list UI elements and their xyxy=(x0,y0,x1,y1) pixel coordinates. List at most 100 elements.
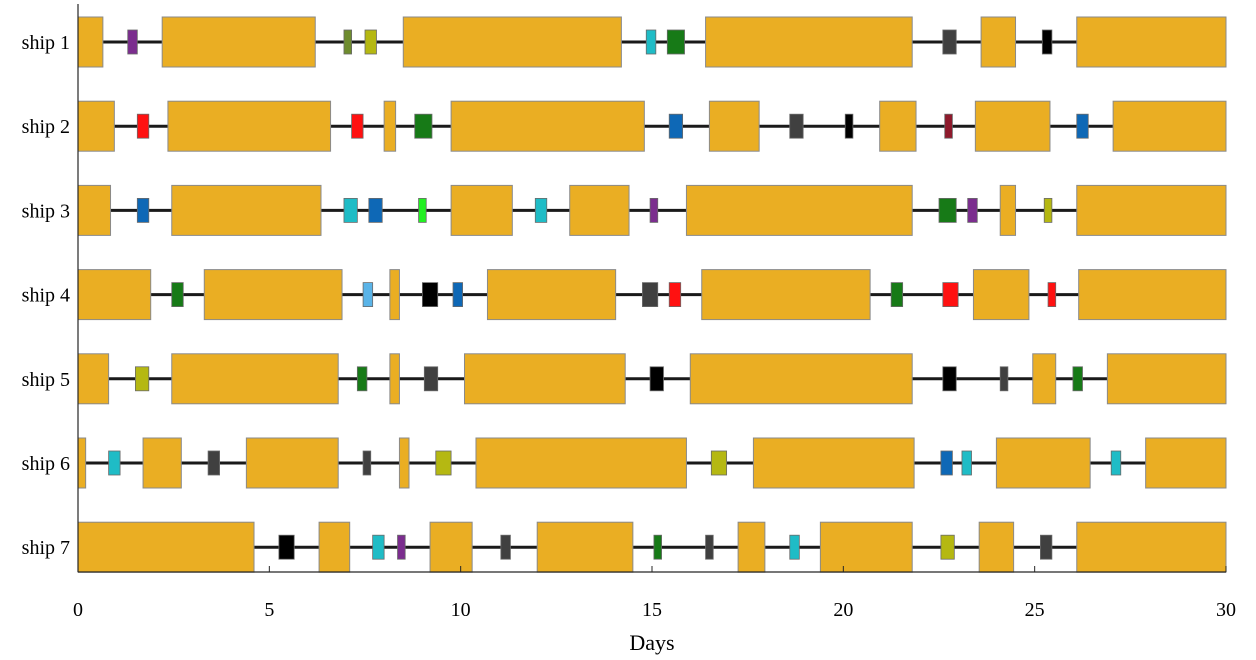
ship-label: ship 6 xyxy=(22,453,70,475)
port-call-blue xyxy=(668,113,684,139)
port-call-teal xyxy=(645,29,657,55)
sailing-segment xyxy=(978,521,1015,573)
sailing-segment xyxy=(819,521,913,573)
port-call-teal xyxy=(1110,450,1122,476)
sailing-segment xyxy=(77,437,87,489)
port-call-yellow-olive xyxy=(1043,197,1053,223)
port-call-maroon xyxy=(944,113,953,139)
x-tick-label: 20 xyxy=(833,599,853,621)
ship-label: ship 2 xyxy=(22,116,70,138)
port-call-teal xyxy=(961,450,972,476)
sailing-segment xyxy=(701,269,871,321)
ship-row: ship 7 xyxy=(22,521,1227,573)
sailing-segment xyxy=(203,269,343,321)
sailing-segment xyxy=(972,269,1030,321)
port-call-green xyxy=(414,113,433,139)
port-call-red xyxy=(942,282,959,308)
port-call-gray xyxy=(789,113,804,139)
sailing-segment xyxy=(77,184,112,236)
port-call-gray xyxy=(500,534,511,560)
sailing-segment xyxy=(161,16,316,68)
port-call-red xyxy=(351,113,364,139)
sailing-segment xyxy=(77,353,110,405)
x-axis-label: Days xyxy=(629,630,674,655)
port-call-gray xyxy=(999,366,1009,392)
sailing-segment xyxy=(974,100,1051,152)
ship-label: ship 4 xyxy=(22,285,70,307)
port-call-gray xyxy=(423,366,439,392)
x-tick-label: 10 xyxy=(451,599,471,621)
ship-row: ship 6 xyxy=(22,437,1227,489)
ship-row: ship 3 xyxy=(22,184,1227,236)
sailing-segment xyxy=(77,16,104,68)
port-call-green xyxy=(890,282,904,308)
sailing-segment xyxy=(398,437,410,489)
sailing-segment xyxy=(1076,16,1227,68)
sailing-segment xyxy=(1076,184,1227,236)
sailing-segment xyxy=(708,100,760,152)
port-call-yellow-olive xyxy=(364,29,377,55)
port-call-red xyxy=(1047,282,1057,308)
port-call-teal xyxy=(534,197,548,223)
sailing-segment xyxy=(77,521,255,573)
port-call-teal xyxy=(789,534,800,560)
port-call-green xyxy=(666,29,685,55)
port-call-red xyxy=(136,113,150,139)
port-call-light-blue xyxy=(362,282,374,308)
sailing-segment xyxy=(245,437,339,489)
sailing-segment xyxy=(77,100,115,152)
port-call-gray xyxy=(207,450,220,476)
sailing-segment xyxy=(171,184,322,236)
ship-label: ship 7 xyxy=(22,537,70,559)
sailing-segment xyxy=(463,353,626,405)
port-call-green xyxy=(1072,366,1083,392)
ship-rows: ship 1 ship 2 ship 3 ship 4 ship 5 ship 6 ship… xyxy=(22,16,1227,573)
port-call-yellow-olive xyxy=(710,450,728,476)
sailing-segment xyxy=(318,521,351,573)
sailing-segment xyxy=(737,521,766,573)
sailing-segment xyxy=(999,184,1017,236)
port-call-yellow-olive xyxy=(134,366,150,392)
ship-row: ship 5 xyxy=(22,353,1227,405)
port-call-olive xyxy=(343,29,353,55)
port-call-blue xyxy=(136,197,150,223)
ship-label: ship 3 xyxy=(22,200,70,222)
port-call-black xyxy=(844,113,854,139)
port-call-black xyxy=(649,366,664,392)
port-call-teal xyxy=(108,450,121,476)
port-call-purple xyxy=(397,534,406,560)
port-call-purple xyxy=(127,29,138,55)
ship-label: ship 5 xyxy=(22,369,70,391)
sailing-segment xyxy=(77,269,152,321)
port-call-black xyxy=(421,282,439,308)
sailing-segment xyxy=(1112,100,1227,152)
port-call-blue xyxy=(940,450,953,476)
port-call-green xyxy=(171,282,184,308)
sailing-segment xyxy=(1076,521,1227,573)
port-call-gray xyxy=(642,282,659,308)
x-tick-label: 30 xyxy=(1216,599,1236,621)
port-call-yellow-olive xyxy=(435,450,452,476)
port-call-purple xyxy=(649,197,659,223)
port-call-purple xyxy=(967,197,978,223)
port-call-red xyxy=(668,282,682,308)
sailing-segment xyxy=(171,353,339,405)
port-call-gray xyxy=(705,534,714,560)
port-call-blue xyxy=(452,282,463,308)
port-call-gray xyxy=(362,450,372,476)
sailing-segment xyxy=(383,100,397,152)
sailing-segment xyxy=(475,437,687,489)
sailing-segment xyxy=(879,100,917,152)
sailing-segment xyxy=(1078,269,1227,321)
sailing-segment xyxy=(429,521,473,573)
sailing-segment xyxy=(389,353,400,405)
ship-label: ship 1 xyxy=(22,32,70,54)
sailing-segment xyxy=(486,269,617,321)
port-call-green xyxy=(653,534,662,560)
x-tick-label: 15 xyxy=(642,599,662,621)
sailing-segment xyxy=(980,16,1017,68)
port-call-blue xyxy=(368,197,383,223)
sailing-segment xyxy=(1032,353,1057,405)
port-call-gray xyxy=(942,29,957,55)
port-call-green xyxy=(938,197,957,223)
